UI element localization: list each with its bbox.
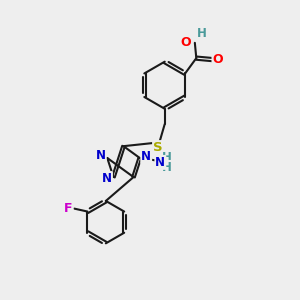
Text: H: H — [196, 28, 206, 40]
Text: N: N — [102, 172, 112, 185]
Text: N: N — [96, 149, 106, 162]
Text: N: N — [141, 150, 151, 163]
Text: S: S — [153, 141, 163, 154]
Text: H: H — [162, 161, 172, 174]
Text: O: O — [212, 53, 223, 66]
Text: F: F — [64, 202, 73, 214]
Text: H: H — [162, 152, 172, 164]
Text: N: N — [155, 156, 165, 169]
Text: O: O — [181, 36, 191, 49]
